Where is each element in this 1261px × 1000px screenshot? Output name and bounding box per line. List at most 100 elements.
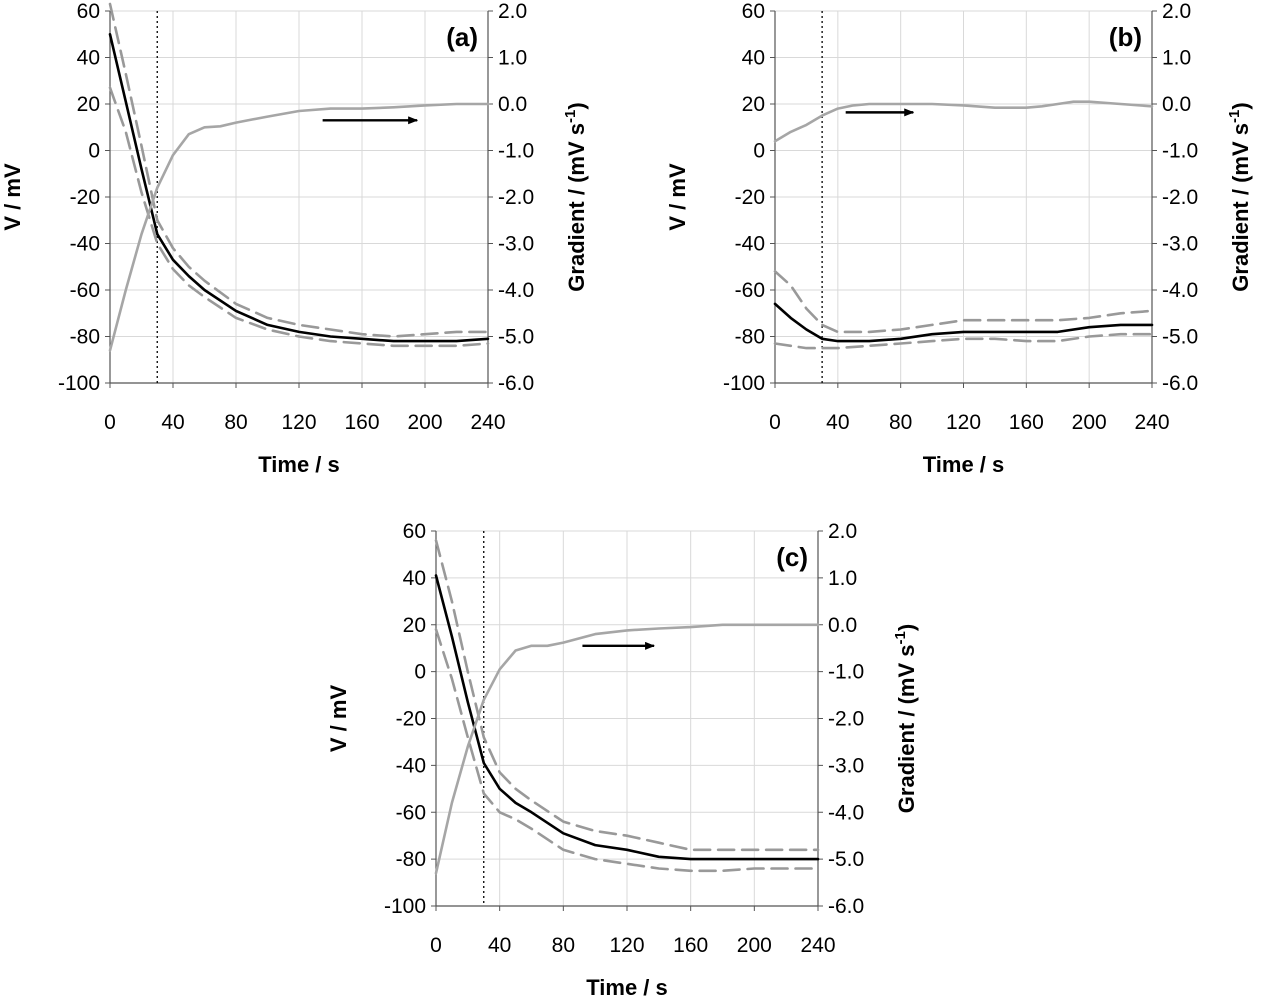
x-axis-title: Time / s [258, 452, 340, 477]
y-tick-label: -40 [396, 754, 426, 777]
y-tick-label: -20 [735, 186, 765, 209]
y2-tick-label: -4.0 [828, 801, 864, 824]
y2-tick-label: 0.0 [1162, 93, 1191, 116]
x-tick-label: 240 [470, 411, 505, 434]
x-tick-label: 160 [1009, 411, 1044, 434]
x-tick-label: 200 [1072, 411, 1107, 434]
y2-tick-label: -5.0 [498, 326, 534, 349]
panel-b: 0 40 80 120 160 200 2406040200-20-40-60-80-100… [665, 0, 1253, 477]
y2-axis-title-main: Gradient / (mV s [894, 644, 919, 813]
y2-tick-label: -5.0 [828, 848, 864, 871]
y2-tick-label: -2.0 [828, 708, 864, 731]
y2-tick-label: -5.0 [1162, 326, 1198, 349]
x-tick-label: 200 [407, 411, 442, 434]
y-tick-label: -80 [396, 848, 426, 871]
x-tick-label: 40 [488, 934, 511, 957]
y2-tick-label: -3.0 [828, 754, 864, 777]
y2-tick-label: -6.0 [1162, 372, 1198, 395]
panel-c: 0 40 80 120 160 200 2406040200-20-40-60-80-100… [326, 520, 919, 1000]
y2-tick-label: -2.0 [498, 186, 534, 209]
y2-axis-title-superscript: -1 [562, 110, 579, 123]
y-tick-label: -20 [396, 708, 426, 731]
y-tick-label: 20 [403, 614, 426, 637]
y-tick-label: 0 [753, 140, 765, 163]
x-tick-label: 120 [609, 934, 644, 957]
y2-tick-label: -2.0 [1162, 186, 1198, 209]
series-line-gradient [773, 100, 1154, 143]
y2-axis-title-close: ) [1228, 102, 1253, 109]
y2-tick-label: -1.0 [1162, 140, 1198, 163]
y-tick-label: 40 [742, 47, 765, 70]
x-tick-label: 160 [673, 934, 708, 957]
y-tick-label: -80 [70, 326, 100, 349]
y2-tick-label: -4.0 [1162, 279, 1198, 302]
y2-tick-label: -4.0 [498, 279, 534, 302]
y2-axis-title: Gradient / (mV s-1) [562, 102, 589, 291]
y-tick-label: 20 [77, 93, 100, 116]
y-axis-title: V / mV [0, 163, 25, 231]
x-tick-label: 80 [552, 934, 575, 957]
panel-label: (c) [776, 542, 808, 572]
series-line-upper [434, 539, 820, 852]
y-tick-label: -100 [723, 372, 765, 395]
panel-label: (b) [1109, 22, 1142, 52]
y-tick-label: 20 [742, 93, 765, 116]
x-tick-label: 240 [800, 934, 835, 957]
y2-axis-title-superscript: -1 [892, 631, 909, 644]
y2-axis-title-main: Gradient / (mV s [564, 123, 589, 292]
series-line-gradient [434, 623, 820, 875]
y-tick-label: -60 [735, 279, 765, 302]
y2-tick-label: 2.0 [498, 0, 527, 23]
y-tick-label: 40 [77, 47, 100, 70]
y-tick-label: -60 [70, 279, 100, 302]
panel-label: (a) [446, 22, 478, 52]
y2-tick-label: -6.0 [828, 895, 864, 918]
x-tick-label: 40 [161, 411, 184, 434]
x-tick-label: 0 [104, 411, 116, 434]
y-tick-label: 40 [403, 567, 426, 590]
y2-axis-title-main: Gradient / (mV s [1228, 123, 1253, 292]
series-line-lower [434, 628, 820, 873]
x-axis-title: Time / s [586, 975, 668, 1000]
y2-tick-label: -1.0 [498, 140, 534, 163]
y-tick-label: 0 [414, 661, 426, 684]
series-line-mean [108, 32, 490, 343]
y2-axis-title: Gradient / (mV s-1) [892, 624, 919, 813]
y-tick-label: -100 [58, 372, 100, 395]
x-tick-label: 0 [769, 411, 781, 434]
y2-tick-label: -6.0 [498, 372, 534, 395]
y-tick-label: -80 [735, 326, 765, 349]
x-tick-label: 80 [224, 411, 247, 434]
x-tick-label: 200 [737, 934, 772, 957]
x-tick-label: 160 [344, 411, 379, 434]
y2-tick-label: 2.0 [1162, 0, 1191, 23]
x-tick-label: 240 [1134, 411, 1169, 434]
y2-tick-label: 1.0 [1162, 47, 1191, 70]
y2-tick-label: -3.0 [1162, 233, 1198, 256]
y-tick-label: -40 [735, 233, 765, 256]
y2-tick-label: 2.0 [828, 520, 857, 543]
x-tick-label: 120 [946, 411, 981, 434]
x-tick-label: 0 [430, 934, 442, 957]
x-tick-label: 80 [889, 411, 912, 434]
panel-a: 0 40 80 120 160 200 2406040200-20-40-60-80-100… [0, 0, 589, 477]
series-line-upper [108, 2, 490, 338]
y2-tick-label: -1.0 [828, 661, 864, 684]
series-line-upper [773, 270, 1154, 334]
series-line-mean [434, 574, 820, 861]
y-tick-label: 60 [403, 520, 426, 543]
y-tick-label: 60 [77, 0, 100, 23]
y2-tick-label: 1.0 [828, 567, 857, 590]
series-line-mean [773, 302, 1154, 343]
y2-tick-label: -3.0 [498, 233, 534, 256]
y-tick-label: -40 [70, 233, 100, 256]
y2-axis-title-close: ) [894, 624, 919, 631]
y-axis-title: V / mV [326, 685, 351, 753]
series-line-lower [108, 86, 490, 348]
x-tick-label: 120 [281, 411, 316, 434]
y-tick-label: -60 [396, 801, 426, 824]
x-axis-title: Time / s [923, 452, 1005, 477]
y-tick-label: -100 [384, 895, 426, 918]
y-tick-label: 0 [88, 140, 100, 163]
